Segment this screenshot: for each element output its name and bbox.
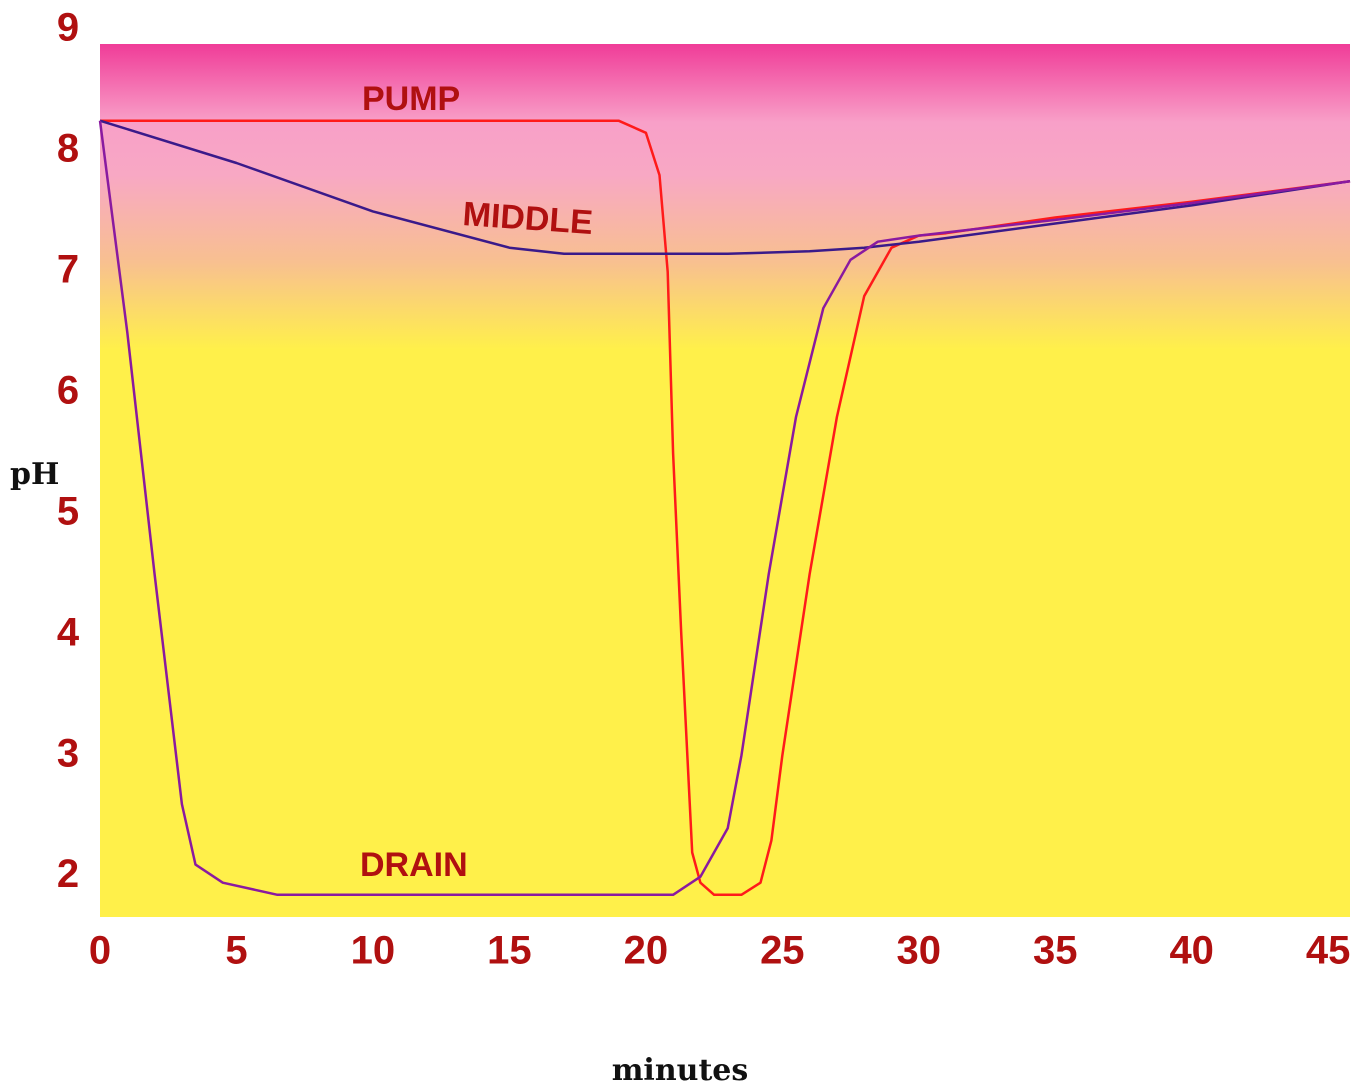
x-tick-label: 10: [351, 929, 396, 973]
series-label: DRAIN: [360, 846, 468, 884]
series-line: [99, 119, 1351, 256]
y-tick-label: 2: [57, 852, 79, 896]
x-tick-label: 25: [760, 929, 805, 973]
x-tick-label: 15: [487, 929, 532, 973]
series-label: PUMP: [362, 80, 460, 118]
x-tick-label: 30: [897, 929, 942, 973]
y-tick-label: 8: [57, 127, 79, 171]
x-tick-label: 35: [1033, 929, 1078, 973]
series-label: MIDDLE: [461, 195, 594, 242]
x-tick-label: 20: [624, 929, 669, 973]
x-tick-label: 0: [89, 929, 111, 973]
y-tick-label: 5: [57, 489, 79, 533]
x-axis-label: minutes: [612, 1053, 749, 1087]
y-tick-label: 6: [57, 368, 79, 412]
x-tick-label: 5: [225, 929, 247, 973]
y-tick-label: 7: [57, 247, 79, 291]
plot-background: [100, 44, 1350, 917]
series-line: [98, 120, 1351, 897]
y-tick-label: 4: [57, 610, 80, 654]
y-tick-label: 3: [57, 731, 79, 775]
x-tick-label: 40: [1169, 929, 1214, 973]
y-axis-label: pH: [10, 457, 59, 492]
x-tick-label: 45: [1306, 929, 1351, 973]
y-tick-label: 9: [57, 6, 79, 50]
